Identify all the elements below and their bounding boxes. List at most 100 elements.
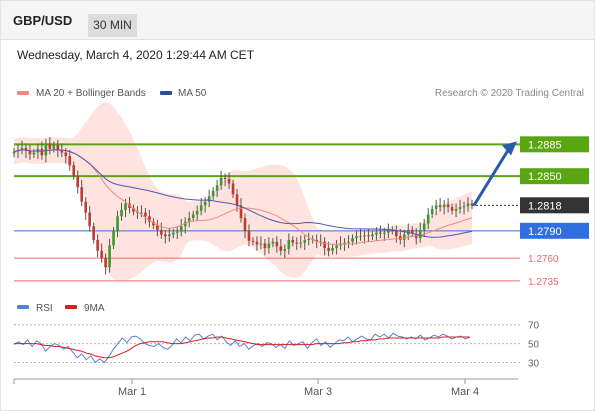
currency-pair: GBP/USD [13,13,73,28]
candle-body [195,210,199,215]
candle-body [343,242,346,244]
candle-body [255,241,259,245]
candle-body [183,221,187,227]
candle-body [88,212,91,227]
candle-body [44,143,48,156]
candle-body [315,239,318,242]
resistance-label: 1.2850 [528,171,562,183]
candle-body [410,229,414,234]
candle-body [20,147,24,150]
candle-body [466,203,470,207]
candle-body [402,234,406,240]
candle-body [359,236,362,238]
candle-body [426,214,430,224]
candle-body [287,239,291,250]
candle-body [323,241,326,249]
candle-body [72,165,76,177]
candle-body [211,190,215,197]
rsi-ma-legend-swatch [65,305,77,309]
candle-body [112,230,115,246]
candle-body [108,245,111,268]
time-axis: Mar 1 Mar 3 Mar 4 [13,378,518,398]
candle-body [371,234,374,237]
candle-body [124,203,127,210]
candle-body [187,218,191,222]
candle-body [299,242,303,244]
candle-body [243,218,247,231]
candle-body [48,143,52,149]
candle-body [40,148,44,156]
candle-body [164,234,167,237]
candle-body [207,196,211,202]
candle-body [60,150,64,153]
candle-body [347,241,350,243]
candle-body [351,238,354,242]
candle-body [100,250,103,259]
candle-body [450,207,454,211]
candle-body [96,239,99,251]
forecast-arrow-head [502,141,517,156]
pivot-label: 1.2790 [528,226,562,238]
candle-body [458,207,462,209]
candle-body [335,245,338,249]
candle-body [235,194,239,206]
timeframe-badge[interactable]: 30 MIN [88,14,137,37]
candle-body [76,176,80,188]
x-tick-label: Mar 3 [304,386,332,398]
chart-header: GBP/USD 30 MIN [1,1,594,40]
candle-body [303,239,307,243]
candle-body [227,178,231,184]
resistance-label-box [520,136,589,153]
candle-body [438,205,442,208]
candle-body [191,214,195,219]
candle-body [283,249,287,251]
pivot-label-box [520,222,589,239]
candle-body [271,241,275,244]
candle-body [251,240,255,242]
candle-body [223,178,227,180]
candle-body [179,226,183,232]
candle-body [375,232,378,235]
candle-body [64,152,68,157]
resistance-label-box [520,168,589,185]
candle-body [355,236,358,239]
candle-body [327,248,330,251]
candle-body [331,248,334,251]
candle-body [68,156,72,166]
rsi-ma-line [14,336,470,359]
candle-body [422,223,426,230]
candle-body [92,226,95,240]
candle-body [442,204,446,208]
candle-body [267,243,271,249]
rsi-plot-area: 70 50 30 [13,321,540,370]
candle-body [52,145,56,149]
candle-body [383,232,386,234]
candle-body [231,183,235,195]
candle-body [116,216,119,231]
candle-body [168,234,171,237]
candle-body [144,212,147,217]
candle-body [215,185,219,191]
ma50-legend-label: MA 50 [178,88,207,99]
ma20-legend-label: MA 20 + Bollinger Bands [36,88,146,99]
candle-body [80,187,84,202]
candle-body [263,243,267,249]
candle-body [203,201,207,206]
x-tick-label: Mar 4 [451,386,479,398]
candle-body [446,204,450,208]
rsi-legend-label: RSI [36,303,53,314]
candle-body [132,208,135,212]
candle-body [387,229,390,233]
candle-body [367,235,370,237]
candle-body [175,231,179,233]
candle-body [104,258,107,268]
rsi-tick-label: 50 [528,340,540,351]
candle-body [430,208,434,215]
candle-body [56,145,60,151]
candle-body [140,212,143,214]
support-label: 1.2760 [528,254,559,265]
candle-body [160,229,163,235]
rsi-legend-swatch [17,305,29,309]
candle-body [239,205,243,219]
